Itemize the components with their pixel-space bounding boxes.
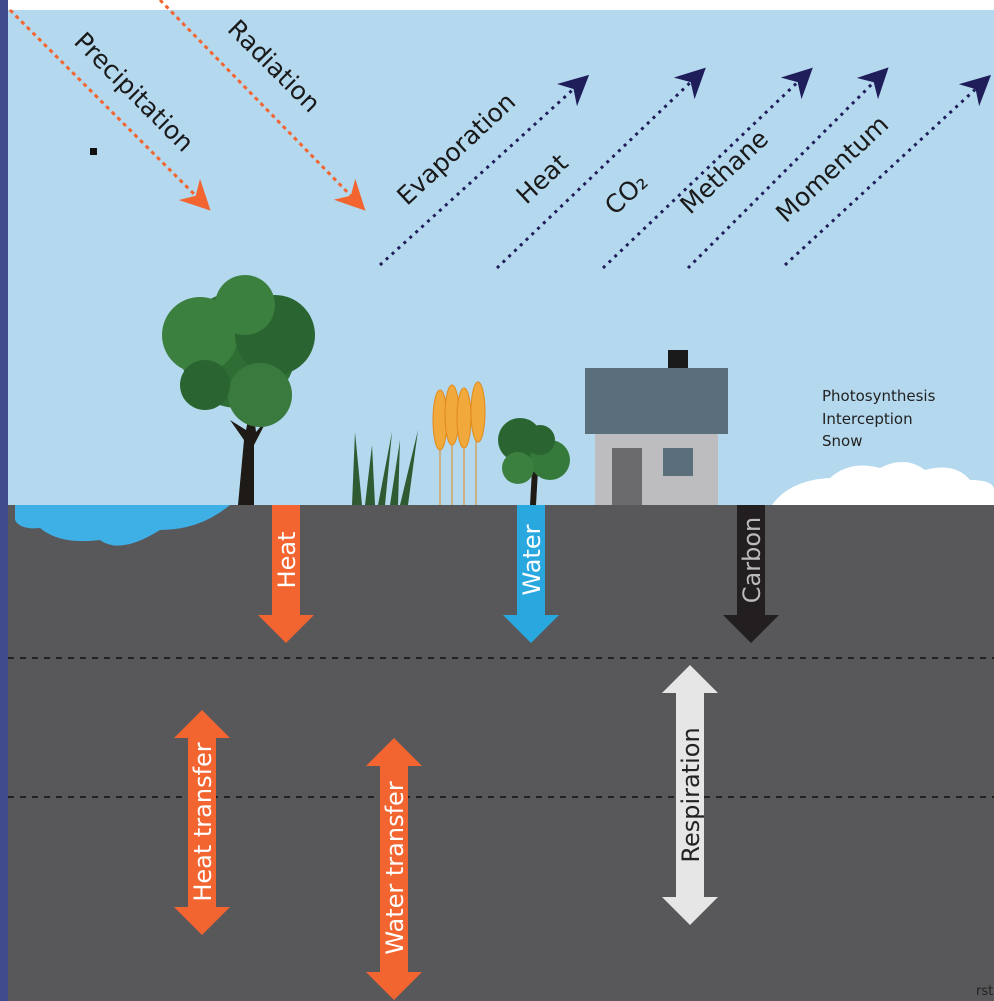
- shrub: [498, 418, 570, 505]
- credit: rst: [976, 984, 993, 999]
- downward-arrows: [8, 0, 366, 211]
- heat-arrow: [495, 67, 706, 270]
- water-flux-arrow: [503, 505, 559, 643]
- wheat: [432, 381, 486, 505]
- water-transfer-arrow: [366, 738, 422, 1000]
- process-label: Photosynthesis: [822, 387, 936, 405]
- soil-label: Water: [518, 524, 546, 595]
- soil: [8, 505, 994, 1001]
- process-label: Interception: [822, 410, 913, 428]
- heat-flux-arrow: [258, 505, 314, 643]
- soil-label: Water transfer: [381, 781, 409, 954]
- upward-arrows: [378, 67, 992, 270]
- tree: [162, 275, 315, 505]
- radiation-arrow: [158, 0, 366, 211]
- side-strip: [0, 0, 8, 1001]
- dot: [90, 148, 97, 155]
- house: [585, 350, 728, 505]
- pond: [15, 505, 230, 546]
- soil-label: Heat: [273, 532, 301, 589]
- sky: [8, 10, 994, 505]
- respiration-arrow: [662, 665, 718, 925]
- soil-label: Respiration: [677, 727, 705, 862]
- grass: [352, 430, 418, 505]
- process-label: Snow: [822, 432, 862, 450]
- snow: [772, 461, 994, 505]
- heat-transfer-arrow: [174, 710, 230, 935]
- co2-arrow: [601, 67, 813, 270]
- soil-label: Heat transfer: [189, 742, 217, 901]
- soil-label: Carbon: [738, 517, 766, 603]
- carbon-flux-arrow: [723, 505, 779, 643]
